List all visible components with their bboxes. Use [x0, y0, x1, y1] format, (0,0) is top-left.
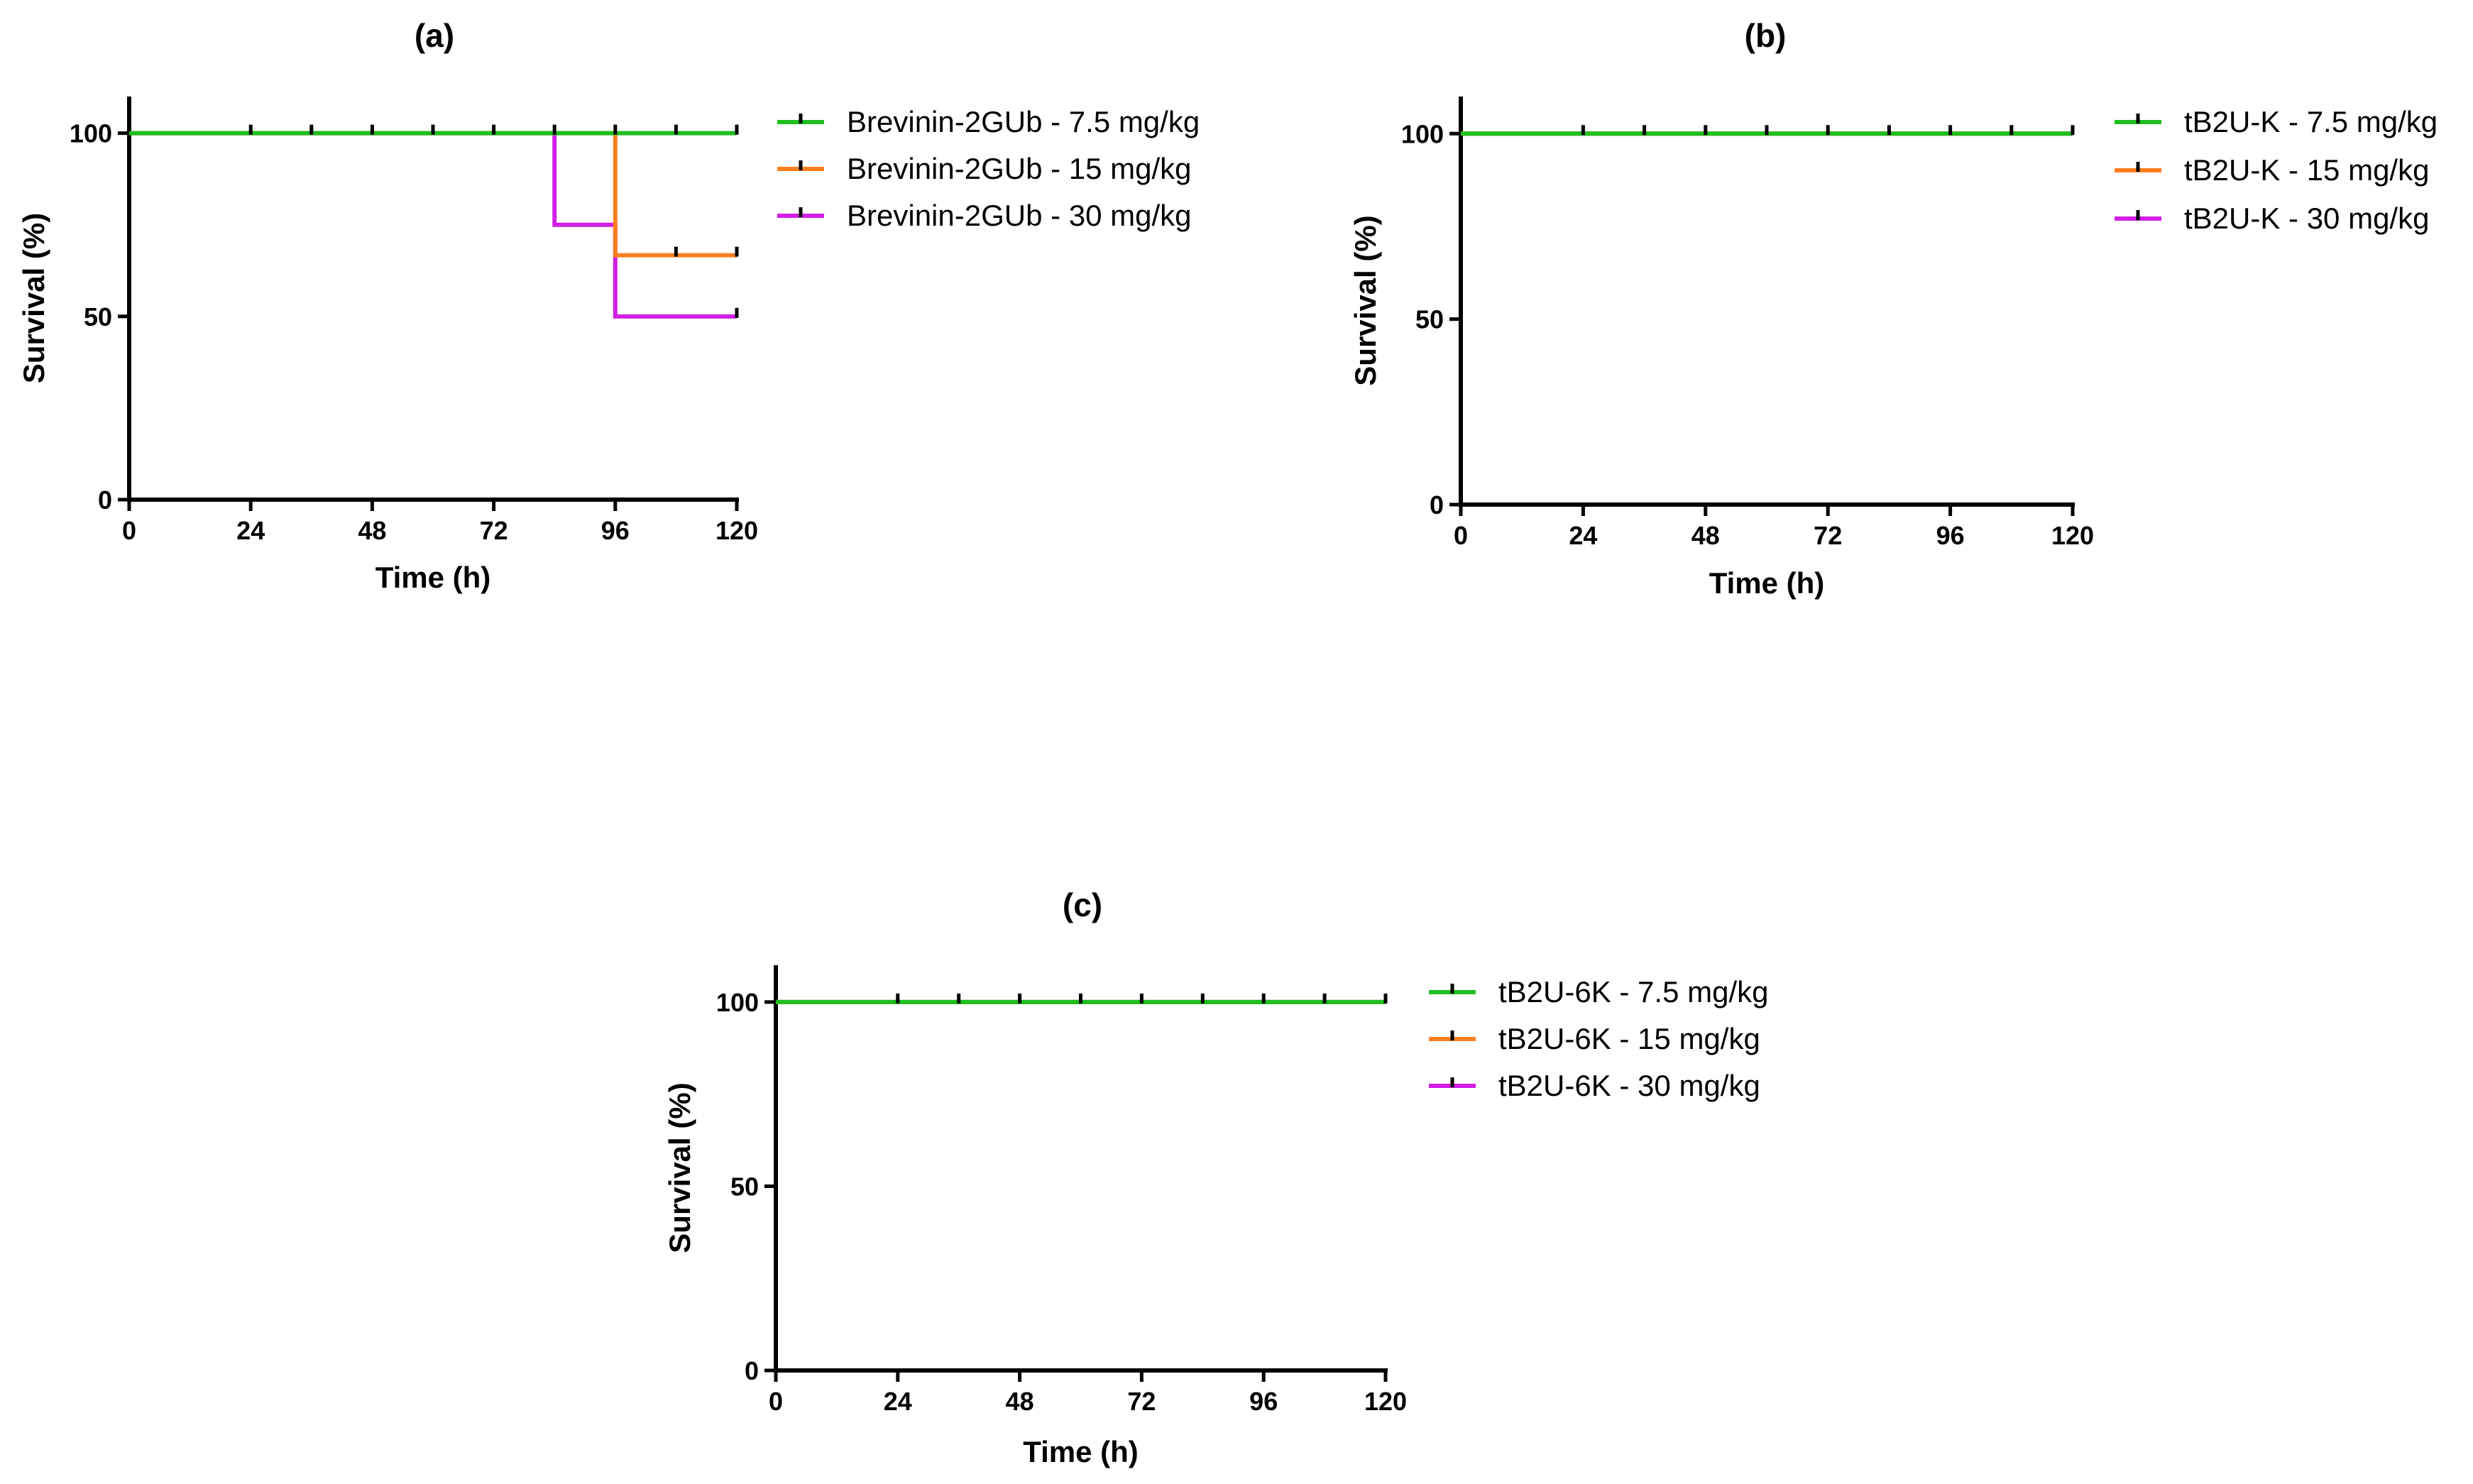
y-tick-label: 100 [70, 119, 112, 148]
x-tick-label: 120 [2051, 521, 2094, 550]
x-axis-label: Time (h) [1709, 566, 1825, 600]
x-tick-label: 48 [358, 516, 386, 545]
x-tick-label: 96 [1249, 1387, 1278, 1416]
legend-label: tB2U-6K - 15 mg/kg [1498, 1022, 1760, 1055]
y-tick-label: 50 [730, 1172, 759, 1201]
x-axis-label: Time (h) [375, 561, 491, 594]
legend-label: tB2U-K - 30 mg/kg [2184, 202, 2429, 235]
x-tick-label: 0 [1454, 521, 1468, 550]
series-line-3 [129, 131, 737, 319]
legend-label: tB2U-K - 15 mg/kg [2184, 153, 2429, 187]
x-tick-label: 120 [715, 516, 758, 545]
x-tick-label: 48 [1006, 1387, 1034, 1416]
x-tick-label: 0 [769, 1387, 783, 1416]
y-tick-label: 50 [1415, 305, 1444, 334]
series-line-2 [129, 131, 737, 258]
x-tick-label: 96 [601, 516, 630, 545]
x-tick-label: 96 [1936, 521, 1965, 550]
chart-panel-1: (a) 0 24 48 72 96 120 0 50 100 Time (h) Survival (%… [17, 17, 1200, 594]
x-tick-label: 24 [884, 1387, 912, 1416]
x-tick-label: 48 [1691, 521, 1720, 550]
y-tick-label: 50 [84, 302, 112, 331]
y-tick-label: 0 [745, 1356, 759, 1385]
legend-label: Brevinin-2GUb - 30 mg/kg [847, 199, 1192, 232]
x-tick-label: 0 [122, 516, 136, 545]
y-tick-label: 0 [1430, 490, 1444, 520]
x-tick-label: 72 [480, 516, 508, 545]
panel-title: (a) [415, 17, 454, 54]
x-axis-label: Time (h) [1023, 1435, 1139, 1468]
y-axis-label: Survival (%) [1349, 215, 1382, 385]
panel-title: (b) [1745, 17, 1787, 54]
y-tick-label: 0 [98, 485, 112, 515]
legend-label: tB2U-K - 7.5 mg/kg [2184, 105, 2438, 138]
x-tick-label: 24 [236, 516, 265, 545]
panel-title: (c) [1063, 886, 1102, 923]
chart-panel-3: (c) 0 24 48 72 96 120 0 50 100 Time (h) Survival (%… [663, 886, 1768, 1468]
y-axis-label: Survival (%) [663, 1082, 696, 1253]
chart-panel-2: (b) 0 24 48 72 96 120 0 50 100 Time (h) Survival (%… [1349, 17, 2438, 600]
legend-label: Brevinin-2GUb - 15 mg/kg [847, 152, 1192, 185]
x-tick-label: 120 [1364, 1387, 1407, 1416]
x-tick-label: 72 [1127, 1387, 1156, 1416]
legend-label: tB2U-6K - 30 mg/kg [1498, 1069, 1760, 1102]
legend-label: Brevinin-2GUb - 7.5 mg/kg [847, 105, 1200, 138]
y-tick-label: 100 [716, 988, 759, 1017]
legend-label: tB2U-6K - 7.5 mg/kg [1498, 975, 1768, 1008]
x-tick-label: 72 [1814, 521, 1842, 550]
x-tick-label: 24 [1569, 521, 1597, 550]
y-tick-label: 100 [1401, 119, 1444, 148]
y-axis-label: Survival (%) [17, 213, 50, 383]
